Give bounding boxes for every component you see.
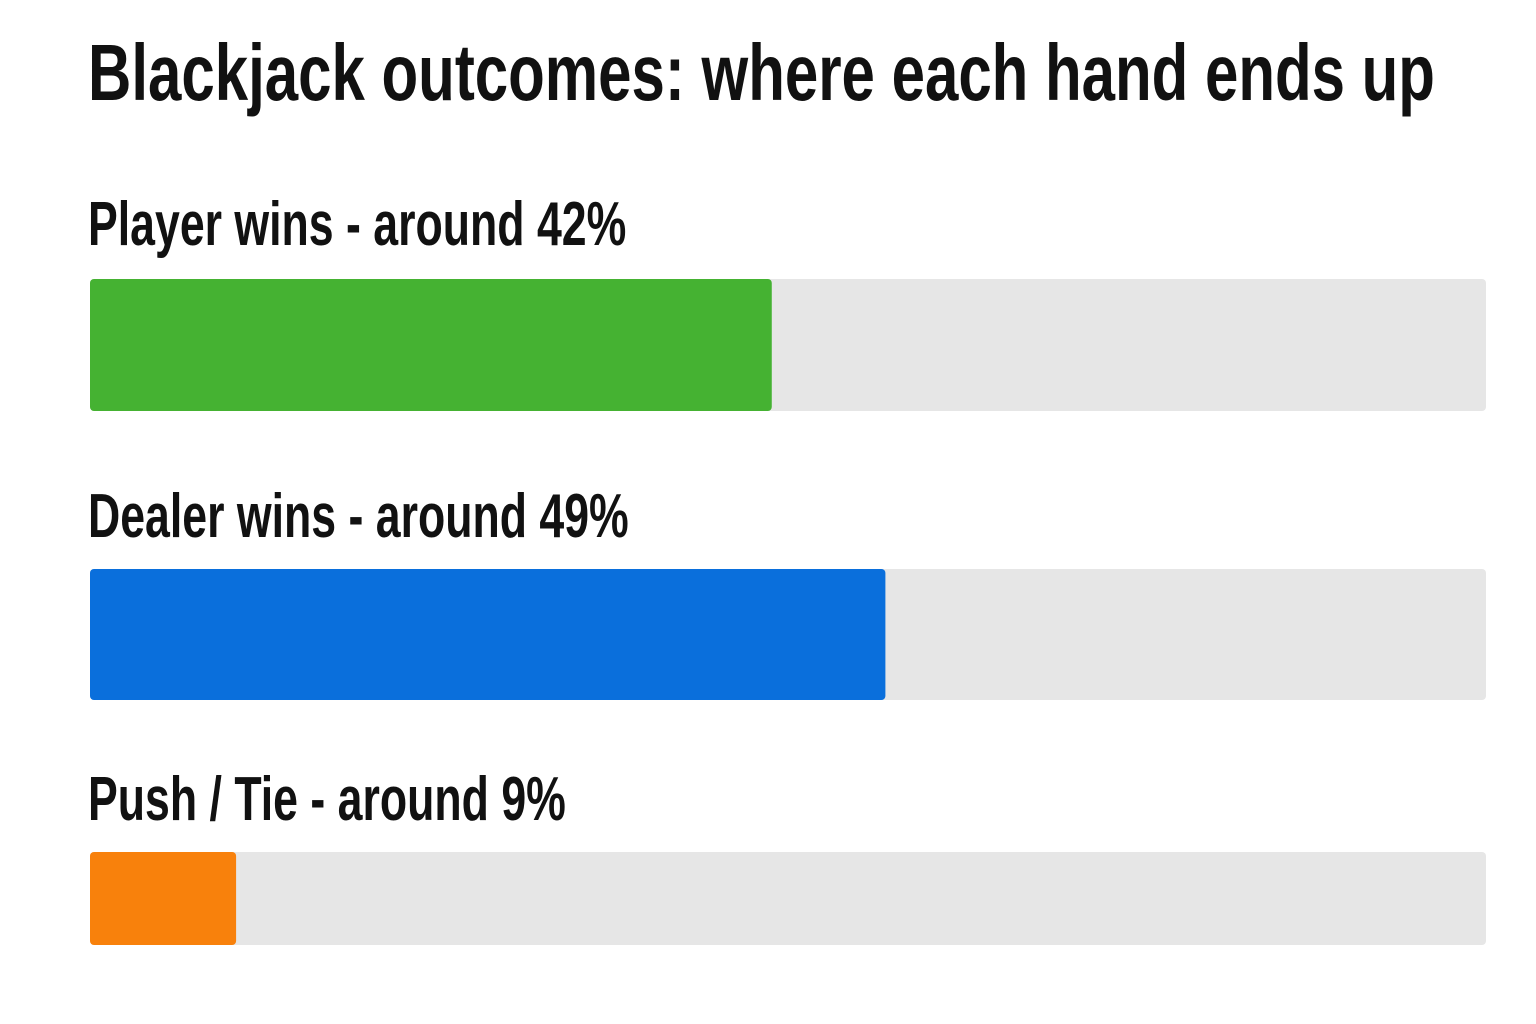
bar-label: Dealer wins - around 49%: [88, 482, 629, 551]
bar: [90, 569, 886, 700]
bar-label: Push / Tie - around 9%: [88, 765, 566, 834]
bar-label: Player wins - around 42%: [88, 190, 626, 259]
bar: [90, 279, 772, 411]
bar: [90, 852, 237, 945]
bar-track: [90, 852, 1486, 945]
chart-title: Blackjack outcomes: where each hand ends…: [88, 28, 1435, 117]
